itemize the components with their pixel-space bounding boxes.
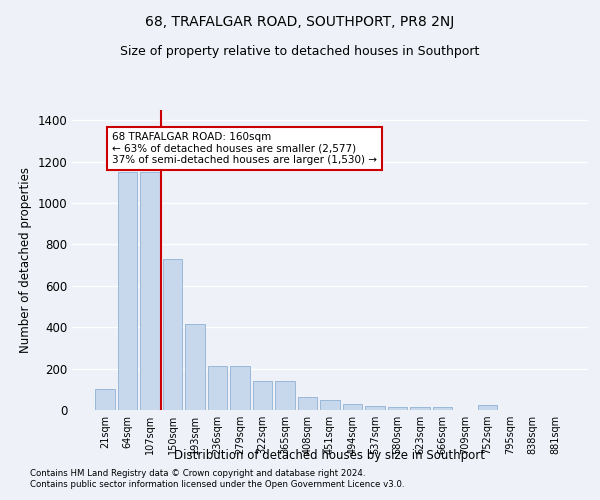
Text: Size of property relative to detached houses in Southport: Size of property relative to detached ho…	[121, 45, 479, 58]
Bar	[410, 407, 430, 410]
Bar	[478, 405, 497, 410]
Bar	[118, 172, 137, 410]
Bar	[163, 259, 182, 410]
Bar	[298, 396, 317, 410]
Bar	[388, 407, 407, 410]
Bar	[320, 400, 340, 410]
Text: Contains public sector information licensed under the Open Government Licence v3: Contains public sector information licen…	[30, 480, 404, 489]
Bar	[185, 324, 205, 410]
Text: Contains HM Land Registry data © Crown copyright and database right 2024.: Contains HM Land Registry data © Crown c…	[30, 468, 365, 477]
Bar	[433, 407, 452, 410]
Bar	[208, 366, 227, 410]
Bar	[230, 366, 250, 410]
Text: Distribution of detached houses by size in Southport: Distribution of detached houses by size …	[175, 448, 485, 462]
Text: 68 TRAFALGAR ROAD: 160sqm
← 63% of detached houses are smaller (2,577)
37% of se: 68 TRAFALGAR ROAD: 160sqm ← 63% of detac…	[112, 132, 377, 165]
Bar	[95, 390, 115, 410]
Bar	[343, 404, 362, 410]
Text: 68, TRAFALGAR ROAD, SOUTHPORT, PR8 2NJ: 68, TRAFALGAR ROAD, SOUTHPORT, PR8 2NJ	[145, 15, 455, 29]
Bar	[253, 381, 272, 410]
Y-axis label: Number of detached properties: Number of detached properties	[19, 167, 32, 353]
Bar	[275, 381, 295, 410]
Bar	[140, 172, 160, 410]
Bar	[365, 406, 385, 410]
